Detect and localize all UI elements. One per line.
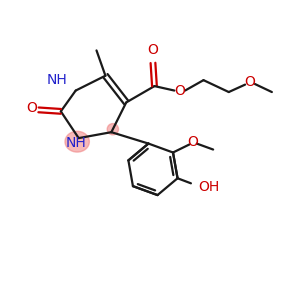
- Text: O: O: [187, 135, 198, 149]
- Ellipse shape: [65, 131, 89, 152]
- Text: O: O: [244, 75, 255, 88]
- Ellipse shape: [107, 124, 118, 135]
- Text: O: O: [148, 43, 158, 57]
- Text: NH: NH: [46, 73, 68, 87]
- Text: OH: OH: [198, 180, 220, 194]
- Text: NH: NH: [66, 136, 87, 151]
- Text: O: O: [174, 84, 185, 98]
- Text: O: O: [27, 101, 38, 116]
